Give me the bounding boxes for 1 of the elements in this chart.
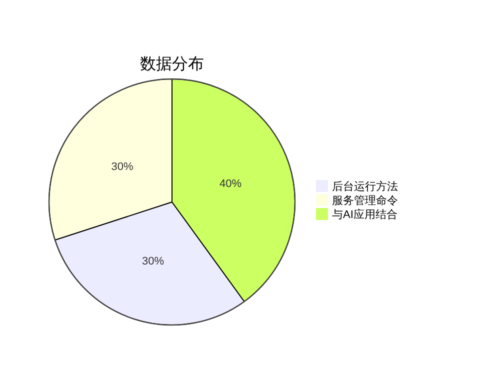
chart-title: 数据分布 (140, 56, 204, 73)
